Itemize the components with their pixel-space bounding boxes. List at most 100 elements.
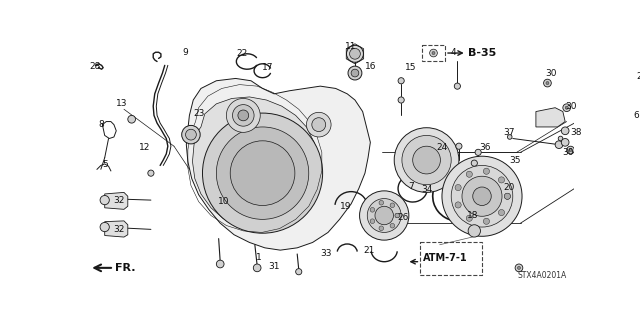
Circle shape — [517, 266, 520, 269]
Text: 31: 31 — [268, 262, 280, 271]
Circle shape — [468, 225, 481, 237]
Circle shape — [346, 45, 364, 62]
Circle shape — [543, 79, 551, 87]
Circle shape — [395, 213, 399, 218]
Circle shape — [456, 143, 462, 149]
Circle shape — [370, 219, 375, 223]
Circle shape — [475, 149, 481, 156]
Circle shape — [395, 213, 399, 218]
Text: 11: 11 — [346, 42, 357, 51]
Circle shape — [499, 177, 504, 183]
Circle shape — [348, 66, 362, 80]
Circle shape — [455, 202, 461, 208]
Circle shape — [390, 203, 395, 208]
Polygon shape — [536, 108, 565, 127]
Text: 30: 30 — [563, 148, 574, 157]
Circle shape — [128, 116, 136, 123]
Text: 10: 10 — [218, 197, 230, 206]
Text: 33: 33 — [321, 250, 332, 259]
Text: 37: 37 — [503, 128, 515, 137]
Circle shape — [413, 146, 440, 174]
Text: 7: 7 — [408, 182, 414, 191]
Circle shape — [466, 215, 472, 221]
Circle shape — [454, 83, 460, 89]
Text: 21: 21 — [363, 246, 374, 255]
Text: 1: 1 — [256, 253, 262, 262]
Circle shape — [148, 170, 154, 176]
Circle shape — [566, 146, 575, 154]
Circle shape — [379, 226, 383, 231]
Text: 24: 24 — [436, 143, 447, 152]
Text: 12: 12 — [139, 143, 150, 152]
Circle shape — [186, 129, 196, 140]
Text: 16: 16 — [365, 62, 376, 71]
Text: 13: 13 — [116, 99, 127, 108]
Circle shape — [429, 49, 437, 57]
Circle shape — [402, 135, 451, 185]
Text: 38: 38 — [570, 128, 582, 137]
Circle shape — [216, 260, 224, 268]
Text: 30: 30 — [545, 69, 557, 78]
Text: 19: 19 — [340, 202, 351, 211]
Circle shape — [483, 218, 490, 224]
Text: 36: 36 — [479, 143, 491, 152]
Text: 15: 15 — [405, 63, 417, 72]
Circle shape — [565, 106, 568, 109]
Circle shape — [232, 105, 254, 126]
Circle shape — [216, 127, 308, 219]
Circle shape — [504, 193, 511, 199]
Text: ATM-7-1: ATM-7-1 — [422, 253, 467, 263]
Circle shape — [451, 165, 513, 227]
Circle shape — [307, 112, 331, 137]
Text: 23: 23 — [193, 109, 204, 118]
Circle shape — [561, 139, 569, 146]
Circle shape — [561, 127, 569, 135]
Text: 20: 20 — [503, 182, 515, 191]
Circle shape — [432, 52, 435, 55]
Circle shape — [202, 113, 323, 233]
Circle shape — [351, 69, 359, 77]
Polygon shape — [193, 97, 319, 229]
Text: 26: 26 — [398, 212, 409, 221]
Circle shape — [394, 128, 459, 192]
Circle shape — [100, 222, 109, 232]
Circle shape — [227, 99, 260, 132]
Text: 4: 4 — [451, 48, 456, 57]
Text: FR.: FR. — [115, 263, 136, 273]
Polygon shape — [105, 192, 128, 209]
Circle shape — [546, 82, 549, 84]
Circle shape — [230, 141, 295, 205]
Circle shape — [253, 264, 261, 272]
Text: 8: 8 — [98, 120, 104, 129]
Circle shape — [390, 223, 395, 228]
Circle shape — [296, 268, 302, 275]
Circle shape — [499, 210, 504, 216]
Circle shape — [504, 193, 511, 199]
Text: STX4A0201A: STX4A0201A — [518, 271, 566, 280]
Circle shape — [473, 187, 492, 205]
Text: 17: 17 — [262, 63, 274, 72]
Circle shape — [367, 198, 401, 232]
Text: 5: 5 — [102, 160, 108, 169]
Text: 25: 25 — [636, 72, 640, 81]
Circle shape — [515, 264, 523, 272]
Text: 18: 18 — [467, 211, 479, 220]
Circle shape — [483, 168, 490, 174]
Text: 30: 30 — [564, 102, 576, 111]
Circle shape — [398, 97, 404, 103]
Circle shape — [558, 136, 563, 141]
Text: 32: 32 — [113, 196, 124, 204]
Text: 6: 6 — [633, 111, 639, 120]
Circle shape — [563, 104, 570, 112]
Circle shape — [182, 125, 200, 144]
Circle shape — [466, 171, 472, 177]
Circle shape — [398, 78, 404, 84]
Circle shape — [370, 207, 375, 212]
Polygon shape — [186, 78, 371, 250]
Circle shape — [508, 135, 512, 139]
Polygon shape — [105, 221, 128, 237]
Circle shape — [555, 141, 563, 148]
Text: 34: 34 — [421, 185, 432, 194]
Circle shape — [462, 176, 502, 216]
Text: 32: 32 — [113, 225, 124, 234]
